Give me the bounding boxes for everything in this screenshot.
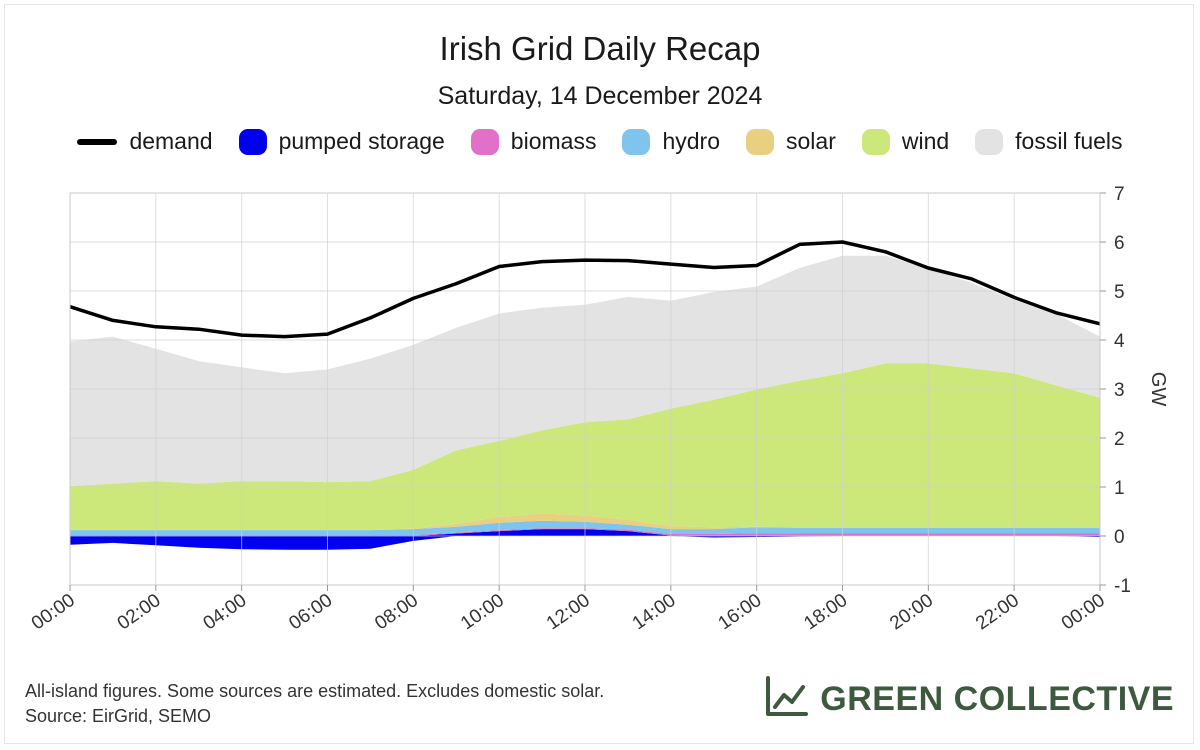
legend-swatch-solar bbox=[746, 128, 774, 155]
legend-marker-demand bbox=[77, 138, 118, 145]
footnote: All-island figures. Some sources are est… bbox=[25, 679, 604, 729]
legend-item-hydro[interactable]: hydro bbox=[622, 128, 720, 155]
legend-item-solar[interactable]: solar bbox=[746, 128, 836, 155]
x-tick-label: 12:00 bbox=[543, 590, 594, 634]
legend-label-hydro: hydro bbox=[662, 128, 720, 154]
legend-item-fossil-fuels[interactable]: fossil fuels bbox=[975, 128, 1123, 155]
legend-label-wind: wind bbox=[901, 128, 950, 154]
y-tick-label: -1 bbox=[1114, 576, 1131, 597]
legend-swatch-fossil-fuels bbox=[975, 128, 1004, 155]
chart-subtitle: Saturday, 14 December 2024 bbox=[437, 82, 763, 110]
legend-label-solar: solar bbox=[786, 128, 836, 154]
x-tick-label: 00:00 bbox=[28, 590, 79, 634]
x-tick-label: 04:00 bbox=[200, 590, 251, 634]
legend-item-biomass[interactable]: biomass bbox=[470, 128, 597, 155]
footnote-line-1: All-island figures. Some sources are est… bbox=[25, 681, 605, 701]
line-demand bbox=[69, 240, 1101, 339]
legend-item-pumped-storage[interactable]: pumped storage bbox=[238, 128, 445, 155]
x-tick-label: 18:00 bbox=[800, 590, 851, 634]
legend-swatch-pumped-storage bbox=[238, 128, 267, 155]
x-tick-label: 20:00 bbox=[886, 590, 937, 634]
x-tick-label: 10:00 bbox=[457, 590, 508, 634]
y-tick-label: 2 bbox=[1114, 429, 1125, 450]
x-tick-label: 22:00 bbox=[972, 590, 1023, 634]
y-tick-label: 7 bbox=[1114, 184, 1125, 205]
legend-swatch-biomass bbox=[470, 128, 499, 155]
footnote-line-2: Source: EirGrid, SEMO bbox=[25, 706, 212, 726]
y-tick-label: 5 bbox=[1114, 282, 1125, 303]
chart-title: Irish Grid Daily Recap bbox=[439, 30, 761, 67]
legend-swatch-wind bbox=[861, 128, 890, 155]
y-axis-label: GW bbox=[1147, 372, 1169, 407]
y-tick-label: 6 bbox=[1114, 233, 1125, 254]
legend-label-demand: demand bbox=[129, 128, 213, 154]
legend: demand pumped storage biomass hydro sola… bbox=[0, 128, 1200, 155]
chart-frame bbox=[4, 4, 1194, 744]
legend-label-fossil-fuels: fossil fuels bbox=[1015, 128, 1123, 154]
legend-label-biomass: biomass bbox=[510, 128, 597, 154]
line-chart-icon bbox=[764, 674, 809, 725]
brand-name: GREEN COLLECTIVE bbox=[820, 680, 1174, 718]
x-tick-label: 08:00 bbox=[371, 590, 422, 634]
x-tick-label: 06:00 bbox=[285, 590, 336, 634]
x-tick-label: 00:00 bbox=[1058, 590, 1109, 634]
legend-item-demand[interactable]: demand bbox=[77, 128, 213, 155]
x-tick-label: 16:00 bbox=[715, 590, 766, 634]
y-tick-label: 1 bbox=[1114, 478, 1125, 499]
brand-logo: GREEN COLLECTIVE bbox=[764, 674, 1174, 725]
legend-swatch-hydro bbox=[622, 128, 651, 155]
legend-item-wind[interactable]: wind bbox=[861, 128, 950, 155]
x-tick-label: 02:00 bbox=[114, 590, 165, 634]
x-tick-label: 14:00 bbox=[629, 590, 680, 634]
y-tick-label: 3 bbox=[1114, 380, 1125, 401]
y-tick-label: 4 bbox=[1114, 331, 1125, 352]
legend-label-pumped-storage: pumped storage bbox=[278, 128, 445, 154]
y-tick-label: 0 bbox=[1114, 527, 1125, 548]
